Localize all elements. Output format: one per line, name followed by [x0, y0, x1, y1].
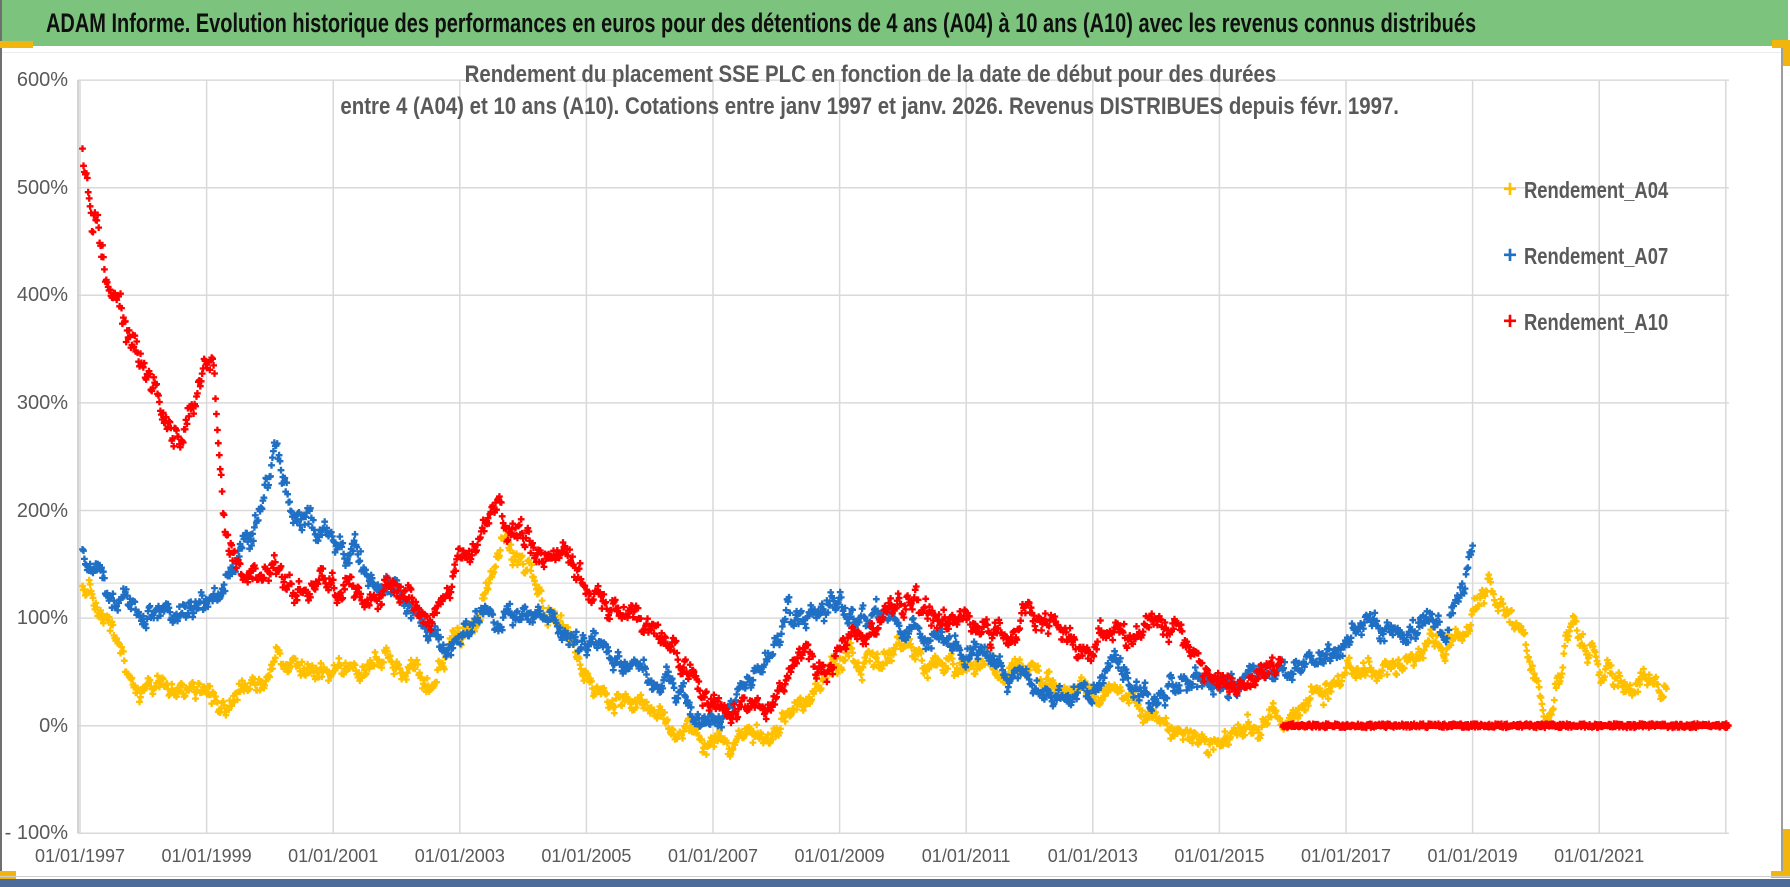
x-axis-tick-label: 01/01/2007 [667, 846, 759, 866]
plus-marker-icon: + [1502, 176, 1517, 203]
x-axis-tick-label: 01/01/2003 [414, 846, 505, 866]
x-axis-tick-label: 01/01/2015 [1174, 846, 1265, 866]
y-axis-tick-label: - 100% [4, 822, 68, 845]
frame-left-border [0, 0, 2, 887]
y-axis-tick-label: 300% [16, 391, 68, 414]
gold-corner-bottom-right-v [1783, 829, 1790, 878]
legend-item-a07: + Rendement_A07 [1500, 238, 1704, 274]
legend-item-a10: + Rendement_A10 [1500, 304, 1704, 340]
chart-title-line1: Rendement du placement SSE PLC en foncti… [464, 61, 1276, 88]
page-title: ADAM Informe. Evolution historique des p… [46, 7, 1477, 38]
series-rendement_a04-points [79, 527, 1670, 760]
x-axis-tick-label: 01/01/1997 [34, 846, 126, 866]
gold-corner-top-right-v [1783, 40, 1790, 66]
legend-label: Rendement_A04 [1524, 176, 1669, 203]
header-banner: ADAM Informe. Evolution historique des p… [2, 0, 1788, 46]
legend-item-a04: + Rendement_A04 [1500, 172, 1704, 208]
footer-bar [0, 879, 1790, 887]
chart-title-line2: entre 4 (A04) et 10 ans (A10). Cotations… [340, 93, 1400, 120]
plus-marker-icon: + [1502, 242, 1517, 269]
x-axis-tick-label: 01/01/2017 [1300, 846, 1392, 866]
y-axis-tick-label: 600% [16, 69, 68, 92]
x-axis-tick-label: 01/01/2011 [921, 846, 1011, 866]
chart-legend: + Rendement_A04 + Rendement_A07 + Rendement_A… [1500, 172, 1704, 370]
series-rendement_a10-points [79, 145, 1285, 727]
x-axis-tick-label: 01/01/2005 [541, 846, 632, 866]
gold-corner-bottom-right [1771, 871, 1790, 878]
gold-corner-top-left [0, 41, 33, 48]
y-axis-tick-label: 500% [16, 176, 68, 199]
gridlines [77, 79, 1729, 835]
y-axis-tick-label: 100% [16, 607, 68, 630]
gold-corner-top-right [1772, 40, 1790, 48]
plus-marker-icon: + [1502, 308, 1517, 335]
frame-right-border [1781, 46, 1783, 878]
x-axis-tick-label: 01/01/1999 [161, 846, 252, 866]
x-axis-tick-label: 01/01/2013 [1047, 846, 1138, 866]
footer-divider [0, 876, 1790, 877]
y-axis-tick-label: 0% [39, 714, 68, 737]
y-axis-tick-label: 200% [16, 499, 68, 522]
x-axis-tick-label: 01/01/2021 [1554, 846, 1645, 866]
y-axis-tick-label: 400% [16, 284, 68, 307]
x-axis-tick-label: 01/01/2001 [288, 846, 379, 866]
legend-label: Rendement_A07 [1524, 242, 1669, 269]
x-axis-tick-label: 01/01/2009 [794, 846, 885, 866]
x-axis-tick-label: 01/01/2019 [1427, 846, 1518, 866]
legend-label: Rendement_A10 [1524, 308, 1669, 335]
banner-divider [0, 52, 1790, 53]
